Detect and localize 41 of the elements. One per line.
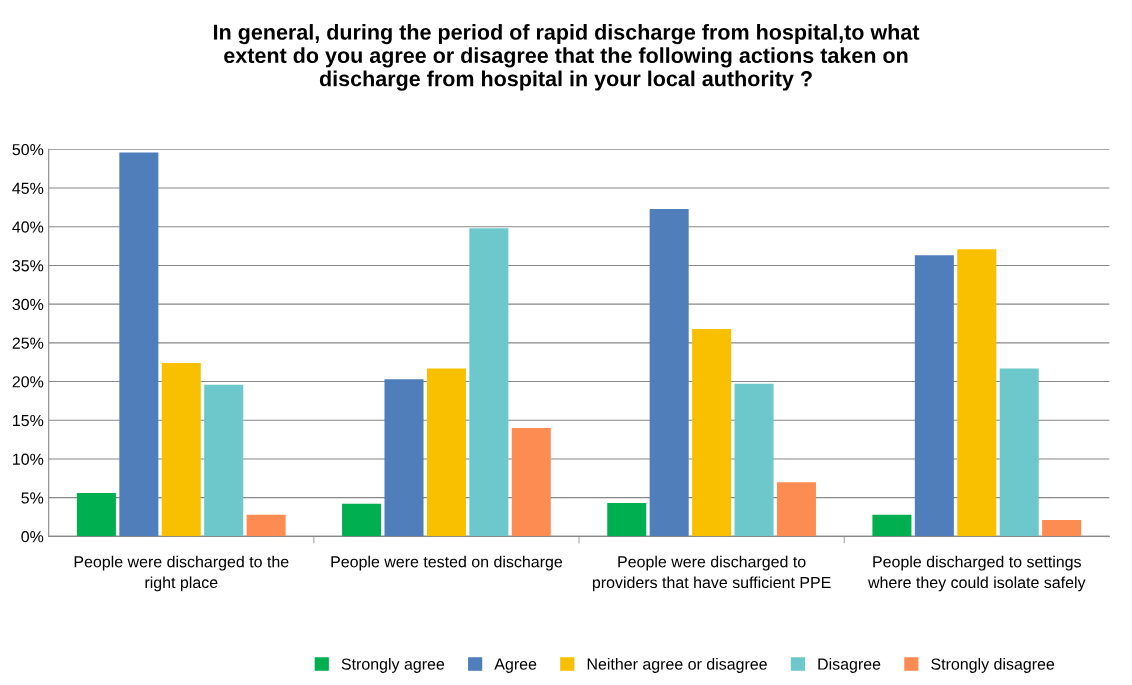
- legend-label: Neither agree or disagree: [587, 658, 767, 673]
- y-tick-label: 0%: [21, 530, 44, 543]
- bar: [607, 503, 647, 537]
- y-tick-label: 20%: [12, 376, 44, 388]
- bar: [957, 249, 997, 537]
- bar: [1042, 520, 1082, 537]
- bar: [384, 379, 424, 537]
- y-tick-label: 15%: [13, 414, 44, 427]
- y-tick-label: 45%: [12, 182, 44, 194]
- bar: [426, 368, 466, 537]
- bar: [999, 368, 1039, 537]
- bar: [469, 228, 509, 537]
- bar: [734, 383, 774, 537]
- y-tick-label: 10%: [13, 453, 44, 465]
- y-tick-label: 35%: [12, 260, 44, 272]
- bar: [692, 328, 732, 537]
- x-tick-label: People discharged to settings where they could isolate safely: [868, 555, 1086, 592]
- bar: [872, 514, 912, 537]
- bar: [119, 152, 159, 537]
- bar: [204, 384, 244, 537]
- legend-label: Agree: [494, 658, 537, 673]
- bar: [342, 503, 382, 537]
- y-tick-label: 5%: [21, 492, 44, 504]
- y-tick-label: 30%: [12, 298, 44, 311]
- legend-label: Disagree: [818, 658, 881, 673]
- x-tick-label: People were discharged to providers that have sufficient PPE: [592, 555, 831, 592]
- legend-label: Strongly disagree: [931, 658, 1055, 673]
- x-tick-label: People were tested on discharge: [331, 555, 563, 571]
- bar: [161, 362, 201, 537]
- y-tick-label: 25%: [12, 337, 44, 349]
- legend-label: Strongly agree: [341, 658, 445, 673]
- bar: [649, 208, 689, 537]
- bar: [776, 482, 816, 537]
- bar: [511, 427, 551, 537]
- y-tick-label: 50%: [12, 143, 44, 156]
- y-tick-label: 40%: [12, 221, 44, 233]
- bar: [246, 514, 286, 537]
- bar: [914, 255, 954, 537]
- bar: [76, 493, 116, 537]
- x-tick-label: People were discharged to the right place: [74, 555, 289, 592]
- chart-title: In general, during the period of rapid discharge from hospital,to what extent do you agree or disagree that the following actions taken on discharge from hospital in your local authority ?: [214, 23, 920, 91]
